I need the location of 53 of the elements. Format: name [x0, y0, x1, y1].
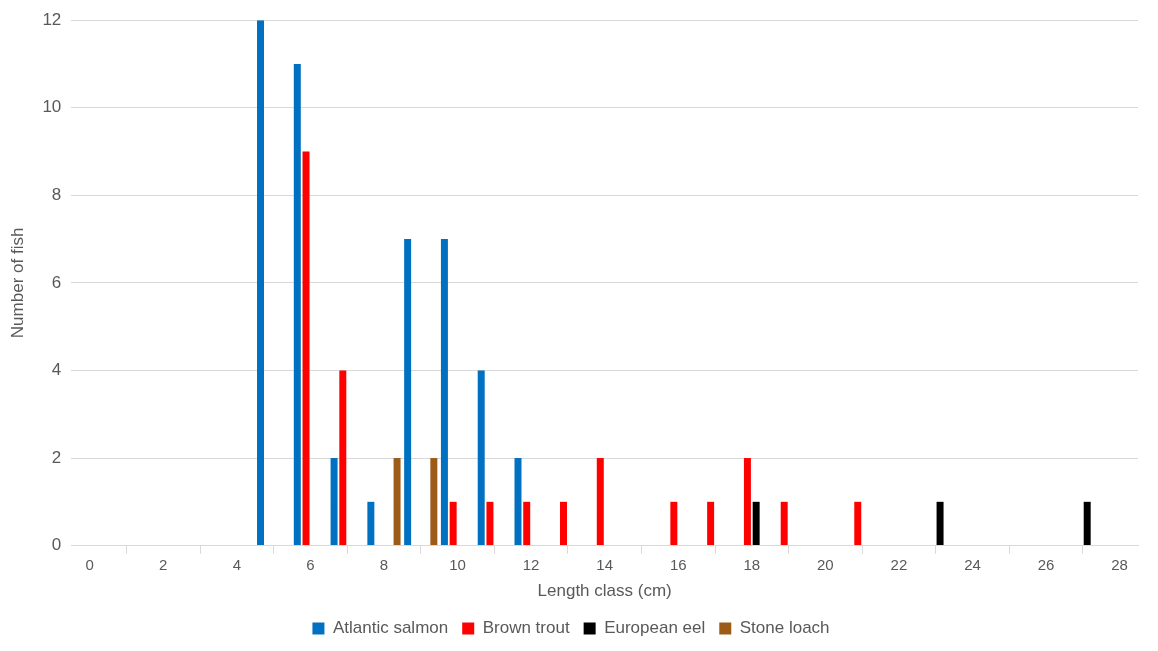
x-tick-label: 14 — [596, 555, 613, 573]
x-tick-label: 20 — [817, 555, 834, 573]
bar — [477, 370, 485, 546]
y-tick-label: 2 — [51, 447, 62, 467]
bar — [854, 501, 862, 546]
legend-label: European eel — [604, 618, 706, 638]
x-tick-label: 16 — [669, 555, 687, 573]
x-tick-label: 28 — [1111, 555, 1128, 573]
x-tick-label: 6 — [306, 555, 315, 573]
y-tick-label: 6 — [51, 272, 62, 292]
x-tick-label: 18 — [743, 555, 761, 573]
y-tick-label: 12 — [42, 9, 62, 29]
bar — [430, 458, 438, 546]
y-tick-label: 10 — [42, 97, 62, 117]
bar — [449, 501, 457, 546]
bar — [560, 501, 567, 546]
y-axis-title: Number of fish — [7, 227, 27, 339]
x-tick-label: 0 — [85, 555, 94, 573]
y-tick-label: 0 — [51, 535, 62, 555]
legend-label: Atlantic salmon — [332, 618, 449, 638]
bar — [257, 20, 264, 546]
bar — [707, 501, 715, 546]
bar — [1083, 501, 1091, 546]
bar — [393, 458, 401, 546]
y-tick-label: 8 — [51, 185, 62, 205]
bar — [293, 63, 301, 546]
bar — [486, 501, 494, 546]
bar — [780, 501, 788, 546]
bar — [330, 458, 338, 546]
bar — [670, 501, 678, 546]
bar — [440, 239, 448, 546]
legend-label: Stone loach — [739, 618, 830, 638]
bar — [523, 501, 531, 546]
x-tick-label: 10 — [449, 555, 466, 573]
bar — [339, 370, 347, 546]
y-tick-label: 4 — [51, 360, 62, 380]
x-tick-label: 4 — [232, 555, 241, 573]
x-tick-label: 24 — [964, 555, 981, 573]
bar — [404, 239, 412, 546]
bar — [514, 458, 522, 546]
bar — [596, 458, 604, 546]
bar — [936, 501, 944, 546]
legend-label: Brown trout — [482, 618, 570, 638]
x-tick-label: 2 — [159, 555, 168, 573]
bar — [367, 501, 375, 546]
x-tick-label: 8 — [379, 555, 389, 573]
x-tick-label: 26 — [1037, 555, 1055, 573]
bar — [302, 151, 310, 546]
bar — [752, 501, 760, 546]
x-axis-title: Length class (cm) — [537, 581, 672, 601]
x-tick-label: 22 — [890, 555, 908, 573]
bar — [743, 458, 751, 546]
x-tick-label: 12 — [522, 555, 540, 573]
